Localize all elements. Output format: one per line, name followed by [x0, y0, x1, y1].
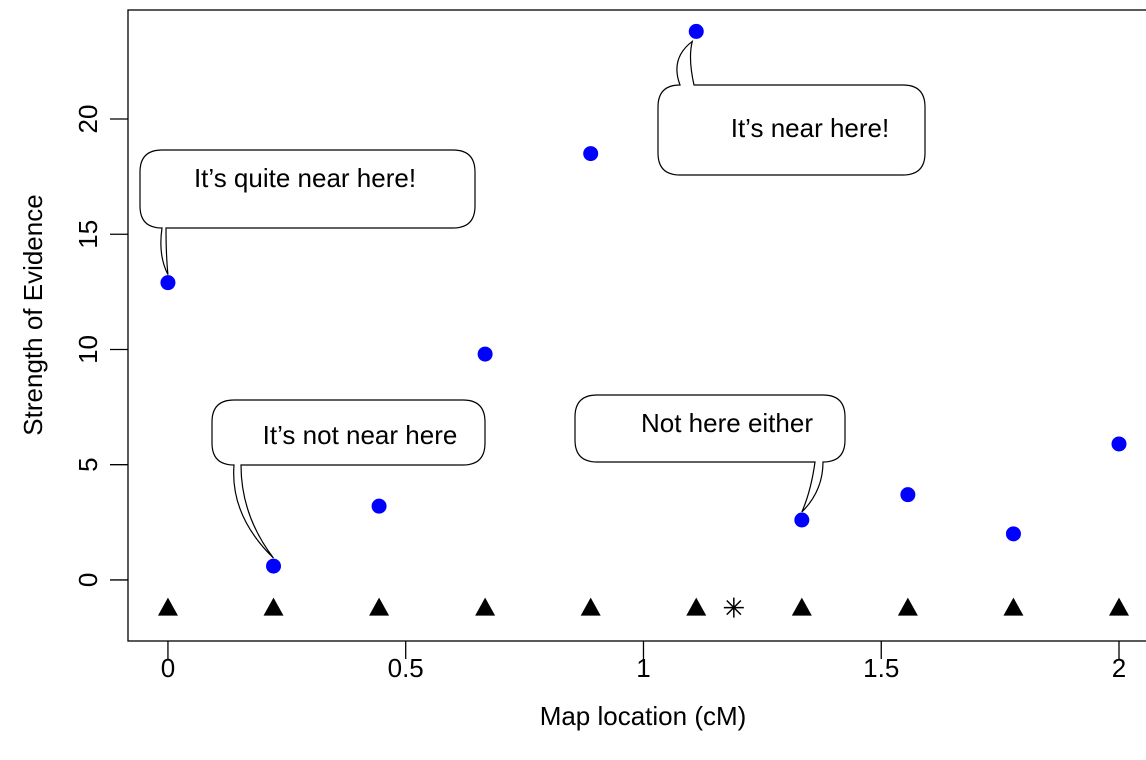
- x-tick-label: 2: [1112, 653, 1126, 683]
- point: [160, 275, 175, 290]
- marker-triangle: [686, 598, 706, 616]
- x-tick-label: 1: [636, 653, 650, 683]
- point: [794, 513, 809, 528]
- point: [1112, 436, 1127, 451]
- speech-bubble: [658, 41, 925, 175]
- point: [1006, 526, 1021, 541]
- marker-triangle: [369, 598, 389, 616]
- plot-frame: [128, 10, 1146, 641]
- point: [900, 487, 915, 502]
- y-axis-label: Strength of Evidence: [18, 194, 48, 435]
- y-tick-label: 20: [73, 105, 103, 134]
- point: [583, 146, 598, 161]
- marker-triangle: [264, 598, 284, 616]
- marker-triangle: [898, 598, 918, 616]
- y-tick-label: 10: [73, 335, 103, 364]
- y-tick-label: 5: [73, 457, 103, 471]
- point: [372, 499, 387, 514]
- chart: Map location (cM) Strength of Evidence 0…: [0, 0, 1146, 760]
- marker-asterisk: [724, 598, 744, 618]
- x-tick-label: 0.5: [388, 653, 424, 683]
- point: [478, 347, 493, 362]
- x-tick-label: 0: [161, 653, 175, 683]
- annotation: It’s near here!: [731, 113, 890, 143]
- annotation: It’s not near here: [263, 420, 458, 450]
- marker-triangle: [792, 598, 812, 616]
- annotation: It’s quite near here!: [194, 163, 416, 193]
- x-axis-label: Map location (cM): [540, 701, 747, 731]
- point: [689, 24, 704, 39]
- y-tick-label: 0: [73, 573, 103, 587]
- point: [266, 559, 281, 574]
- marker-triangle: [158, 598, 178, 616]
- annotation: Not here either: [641, 408, 813, 438]
- y-tick-label: 15: [73, 220, 103, 249]
- marker-triangle: [475, 598, 495, 616]
- marker-triangle: [1109, 598, 1129, 616]
- marker-triangle: [1003, 598, 1023, 616]
- x-tick-label: 1.5: [863, 653, 899, 683]
- marker-triangle: [581, 598, 601, 616]
